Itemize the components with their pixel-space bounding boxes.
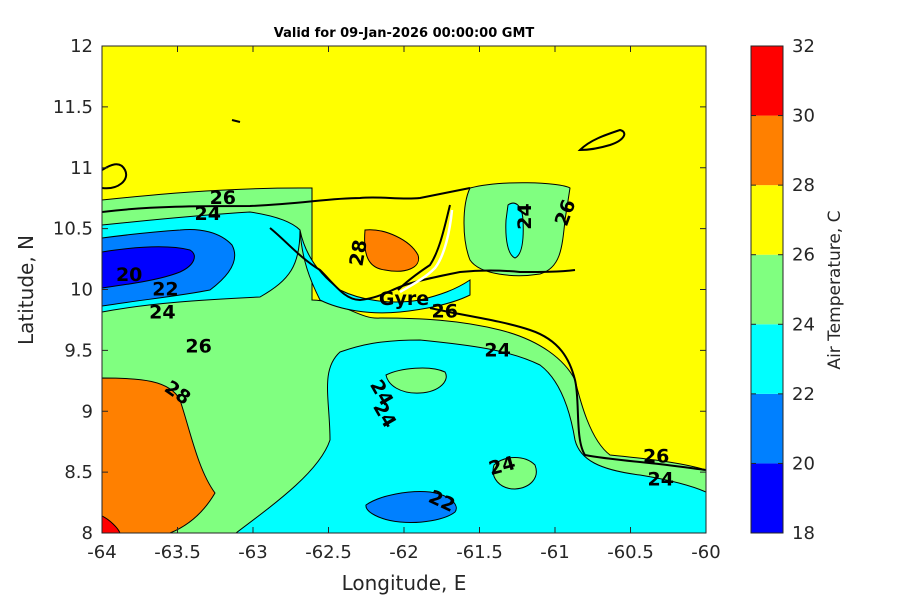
y-tick-label: 10.5: [53, 219, 93, 240]
contour-label: 24: [484, 339, 510, 361]
y-tick-label: 10: [70, 280, 93, 301]
colorbar-swatch: [751, 324, 783, 394]
colorbar-tick-label: 22: [792, 384, 815, 405]
band-20-22-cyan-northeast: [505, 202, 524, 259]
contour-label: 26: [432, 300, 458, 322]
band-28-30-red-corner: [102, 515, 121, 533]
x-tick-label: -60: [691, 542, 720, 563]
annotations: Gyre: [379, 288, 429, 310]
band-16-18-blue: [102, 246, 195, 289]
colorbar-tick-label: 24: [792, 314, 815, 335]
x-tick-label: -62: [389, 542, 418, 563]
x-tick-label: -63.5: [154, 542, 201, 563]
coastline-gulf-highlight: [399, 209, 454, 294]
contour-label: 24: [194, 203, 220, 225]
band-26-28-orange-north: [364, 229, 420, 272]
contour-label: 24: [647, 468, 673, 490]
colorbar-swatch: [751, 46, 783, 116]
x-tick-label: -60.5: [607, 542, 654, 563]
x-axis-title: Longitude, E: [342, 571, 467, 595]
contour-label: 22: [152, 279, 178, 301]
colorbar-tick-label: 26: [792, 245, 815, 266]
x-tick-label: -63: [238, 542, 267, 563]
chart-title: Valid for 09-Jan-2026 00:00:00 GMT: [274, 26, 535, 41]
y-tick-label: 9.5: [64, 340, 93, 361]
y-tick-label: 12: [70, 36, 93, 57]
colorbar-tick-label: 28: [792, 175, 815, 196]
colorbar-tick-label: 20: [792, 453, 815, 474]
colorbar-frame: [750, 45, 784, 534]
band-20-22-cyan-central: [235, 339, 706, 533]
contour-label: 26: [643, 445, 669, 467]
colorbar-swatch: [751, 254, 783, 325]
contour-label: 26: [210, 187, 236, 209]
colorbar-swatch: [751, 115, 783, 186]
x-tick-label: -62.5: [305, 542, 352, 563]
contour-label: 20: [116, 264, 142, 286]
coastline-north-peninsula: [102, 187, 471, 213]
x-axis-ticks: -64 -63.5 -63 -62.5 -62 -61.5 -61 -60.5 -60: [87, 46, 721, 563]
coastline-east-delta: [429, 307, 706, 471]
colorbar-title: Air Temperature, C: [825, 210, 845, 369]
coastline-main: [269, 227, 576, 302]
coastline-layer: [102, 119, 706, 471]
colorbar-tick-label: 30: [792, 106, 815, 127]
y-tick-label: 8.5: [64, 462, 93, 483]
colorbar-swatch: [751, 393, 783, 464]
coastline-island: [577, 128, 626, 152]
y-tick-label: 11.5: [53, 97, 93, 118]
band-22-24-green-blob-1: [385, 367, 447, 394]
x-tick-label: -61: [540, 542, 569, 563]
x-tick-label: -64: [87, 542, 116, 563]
y-tick-label: 11: [70, 158, 93, 179]
band-18-20-blue-south: [365, 491, 457, 523]
band-22-24-green-blob-2: [492, 457, 537, 490]
contour-label: 24: [149, 302, 175, 324]
coastline-gulf: [397, 204, 451, 291]
band-26-28-orange-southwest: [102, 377, 216, 533]
x-tick-label: -61.5: [456, 542, 503, 563]
colorbar-swatch: [751, 463, 783, 533]
y-tick-label: 8: [82, 523, 93, 544]
contour-label: 26: [185, 336, 211, 358]
y-tick-label: 9: [82, 401, 93, 422]
coastline-islet: [231, 119, 241, 123]
contour-label: 28: [346, 238, 372, 268]
place-annotation: Gyre: [379, 288, 429, 310]
coastline-northwest: [102, 163, 128, 190]
colorbar-tick-label: 18: [792, 523, 815, 544]
y-axis-ticks: 8 8.5 9 9.5 10 10.5 11 11.5 12: [53, 36, 706, 544]
contour-label: 24: [514, 203, 536, 229]
y-axis-title: Latitude, N: [14, 235, 38, 345]
colorbar-tick-label: 32: [792, 36, 815, 57]
colorbar: 18 20 22 24 26 28 30 32: [750, 36, 815, 544]
colorbar-swatch: [751, 185, 783, 255]
